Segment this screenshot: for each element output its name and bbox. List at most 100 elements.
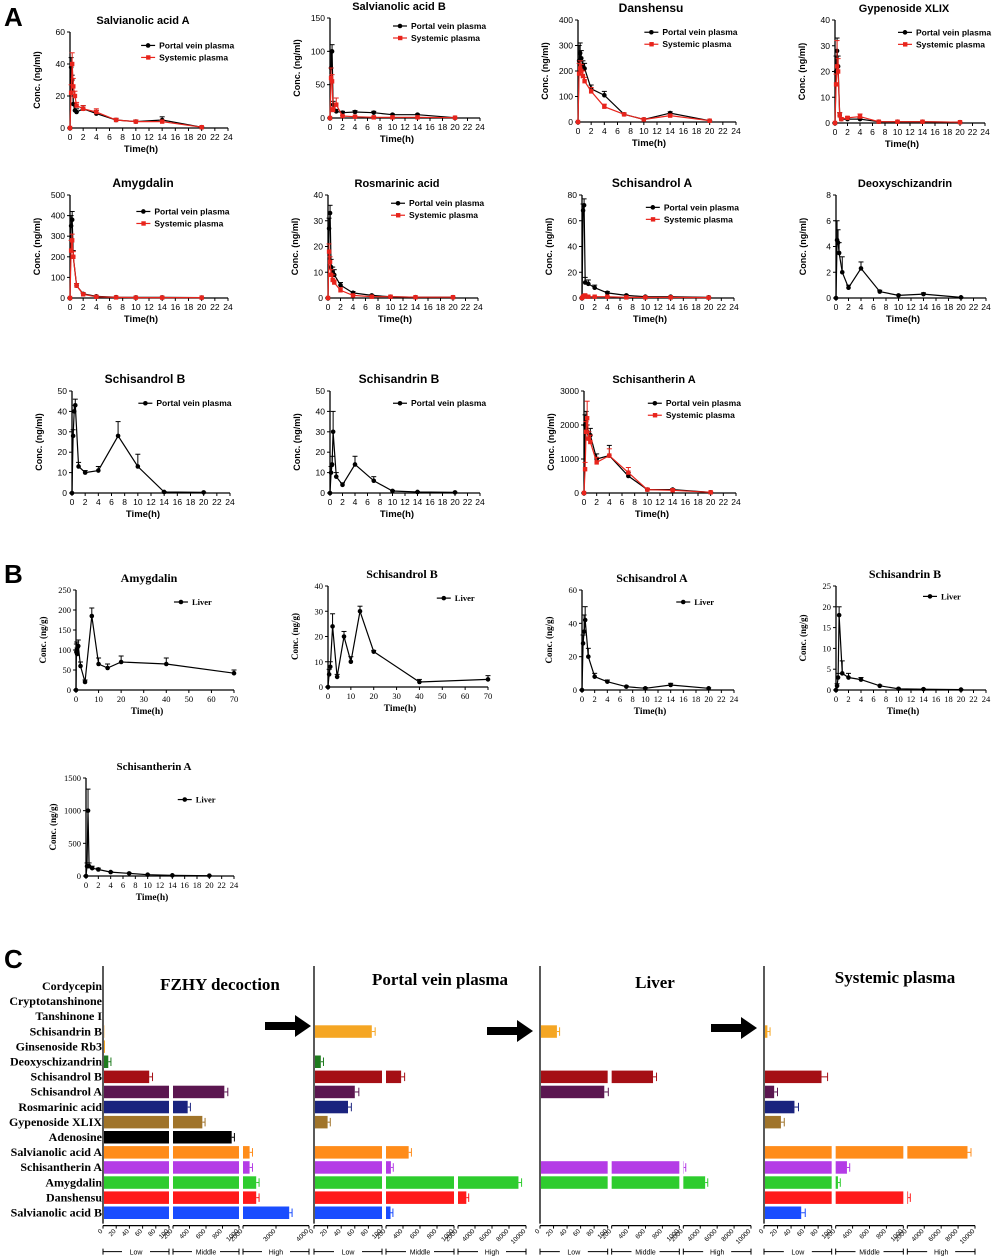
y-axis-label: Conc. (ng/ml) xyxy=(34,413,44,471)
bar-x-tick-label: 0 xyxy=(758,1228,766,1236)
line-chart-9: Schisandrol B0 2 4 6 8 10 12 14 16 18 20 22 24010203… xyxy=(34,372,235,520)
x-tick-label: 24 xyxy=(729,302,739,312)
data-point xyxy=(78,663,83,669)
series-line xyxy=(581,619,709,691)
bar xyxy=(765,1115,781,1129)
x-tick-label: 18 xyxy=(186,497,196,507)
x-tick-label: 10 xyxy=(94,694,103,704)
bar xyxy=(458,1191,467,1204)
series-line xyxy=(75,615,235,691)
bar xyxy=(104,1115,169,1129)
line-chart-11: Schisantherin A0 2 4 6 8 10 12 14 16 18 20 22 240100… xyxy=(546,374,741,520)
data-point xyxy=(877,289,883,294)
bar xyxy=(611,1161,680,1174)
x-tick-label: 4 xyxy=(605,302,610,312)
legend-label: Portal vein plasma xyxy=(156,398,231,408)
x-tick-label: 20 xyxy=(117,694,126,704)
y-tick-label: 80 xyxy=(568,190,578,200)
x-tick-label: 6 xyxy=(121,880,125,890)
y-tick-label: 4 xyxy=(826,242,831,252)
x-tick-label: 4 xyxy=(353,497,358,507)
legend-marker xyxy=(680,599,686,605)
category-label: Schisandrol A xyxy=(31,1085,103,1099)
bar xyxy=(765,1206,802,1219)
legend-marker xyxy=(397,400,403,406)
series-line xyxy=(835,615,962,691)
data-point xyxy=(126,871,132,876)
x-tick-label: 22 xyxy=(463,122,473,132)
category-label: Danshensu xyxy=(46,1190,102,1204)
x-tick-label: 12 xyxy=(400,122,410,132)
data-point xyxy=(846,285,851,291)
y-tick-label: 6 xyxy=(826,216,831,226)
bar-x-tick-label: 40 xyxy=(121,1228,131,1238)
x-tick-label: 2 xyxy=(589,126,594,136)
x-tick-label: 20 xyxy=(199,497,209,507)
x-axis-label: Time(h) xyxy=(635,509,669,520)
y-tick-label: 200 xyxy=(51,252,65,262)
data-point xyxy=(352,114,358,119)
x-tick-label: 16 xyxy=(681,497,691,507)
data-point xyxy=(621,112,627,117)
x-tick-label: 10 xyxy=(133,497,143,507)
data-point xyxy=(450,295,456,300)
x-tick-label: 20 xyxy=(448,302,458,312)
chart-title: Schisandrol A xyxy=(612,176,693,190)
x-tick-label: 8 xyxy=(628,126,633,136)
bar-x-tick-label: 400 xyxy=(841,1228,854,1241)
data-point xyxy=(68,223,74,229)
data-point xyxy=(83,873,89,879)
legend-marker xyxy=(178,599,184,605)
x-tick-label: 22 xyxy=(719,497,729,507)
y-tick-label: 0 xyxy=(77,871,81,881)
series-line xyxy=(69,219,202,299)
data-point xyxy=(626,473,631,479)
x-axis-label: Time(h) xyxy=(634,706,667,717)
bar-x-tick-label: 3000 xyxy=(262,1228,277,1243)
series-line xyxy=(583,421,711,494)
x-tick-label: 14 xyxy=(919,694,928,704)
x-tick-label: 18 xyxy=(438,122,448,132)
x-tick-label: 2 xyxy=(340,122,345,132)
bar xyxy=(315,1146,382,1159)
legend-marker xyxy=(650,205,656,210)
data-point xyxy=(94,109,99,115)
x-tick-label: 14 xyxy=(918,127,928,137)
x-tick-label: 24 xyxy=(473,302,483,312)
x-tick-label: 2 xyxy=(846,694,850,704)
bar xyxy=(315,1191,382,1204)
category-label: Rosmarinic acid xyxy=(18,1100,102,1114)
x-tick-label: 6 xyxy=(618,302,623,312)
y-tick-label: 30 xyxy=(821,41,831,51)
x-tick-label: 16 xyxy=(425,497,435,507)
x-tick-label: 2 xyxy=(338,302,343,312)
y-axis-label: Conc. (ng/ml) xyxy=(544,218,554,276)
x-tick-label: 0 xyxy=(70,497,75,507)
data-point xyxy=(835,675,841,680)
x-tick-label: 22 xyxy=(969,302,979,312)
y-tick-label: 0 xyxy=(573,685,577,695)
x-tick-label: 12 xyxy=(654,694,663,704)
data-point xyxy=(588,89,594,94)
legend-marker xyxy=(902,30,908,35)
bar-x-tick-label: 80 xyxy=(585,1228,595,1238)
legend-label: Liver xyxy=(192,597,212,607)
y-tick-label: 0 xyxy=(60,123,65,133)
y-tick-label: 60 xyxy=(569,585,578,595)
chart-title: Rosmarinic acid xyxy=(355,178,440,190)
chart-title: Schisandrol B xyxy=(366,567,437,581)
x-tick-label: 40 xyxy=(415,691,424,701)
data-point xyxy=(958,687,964,692)
x-tick-label: 20 xyxy=(450,122,460,132)
scale-label-bg xyxy=(262,1246,290,1257)
data-point xyxy=(329,462,335,467)
x-tick-label: 6 xyxy=(620,497,625,507)
data-point xyxy=(338,282,343,288)
data-point xyxy=(957,120,963,125)
x-tick-label: 20 xyxy=(955,127,965,137)
data-point xyxy=(163,661,169,667)
x-tick-label: 0 xyxy=(576,126,581,136)
